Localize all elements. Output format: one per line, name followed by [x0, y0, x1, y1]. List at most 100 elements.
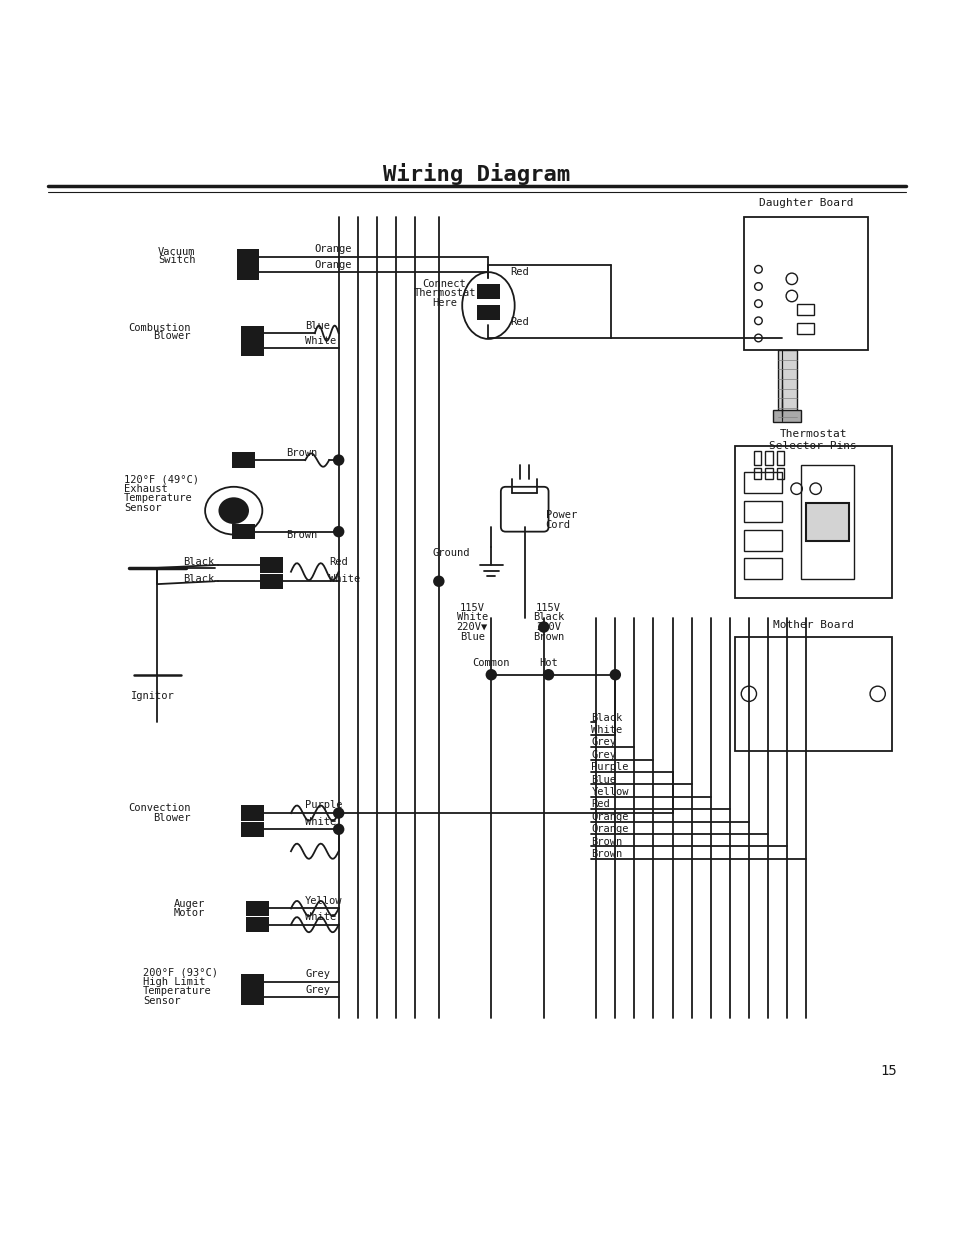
- Text: 220V▼: 220V▼: [456, 622, 487, 632]
- Text: Yellow: Yellow: [305, 895, 342, 905]
- Text: Orange: Orange: [591, 811, 628, 821]
- Text: White: White: [456, 613, 487, 622]
- Text: Here: Here: [432, 298, 456, 308]
- Bar: [232, 452, 254, 468]
- Text: Black: Black: [533, 613, 563, 622]
- Text: Convection: Convection: [128, 803, 191, 814]
- Bar: [260, 573, 283, 589]
- Text: Temperature: Temperature: [143, 987, 212, 997]
- Circle shape: [333, 526, 344, 537]
- Text: Yellow: Yellow: [591, 787, 628, 797]
- Text: White: White: [329, 574, 360, 584]
- Bar: [764, 468, 772, 479]
- Bar: [260, 557, 283, 573]
- Text: 15: 15: [879, 1063, 896, 1078]
- Circle shape: [485, 669, 497, 680]
- Ellipse shape: [218, 498, 249, 524]
- Text: Thermostat: Thermostat: [779, 430, 846, 440]
- Circle shape: [333, 808, 344, 819]
- Text: Blower: Blower: [153, 813, 191, 823]
- Bar: [764, 451, 772, 464]
- Bar: [232, 524, 254, 540]
- Text: Combustion: Combustion: [128, 324, 191, 333]
- Text: Exhaust: Exhaust: [124, 484, 168, 494]
- Circle shape: [333, 454, 344, 466]
- Bar: [241, 974, 264, 989]
- Text: Grey: Grey: [591, 750, 616, 760]
- Bar: [476, 305, 499, 320]
- Text: Blue: Blue: [459, 631, 484, 641]
- Text: Sensor: Sensor: [124, 503, 161, 513]
- Bar: [776, 451, 783, 464]
- Text: Red: Red: [510, 316, 529, 327]
- Circle shape: [333, 824, 344, 835]
- Text: Motor: Motor: [173, 908, 205, 919]
- Text: Blue: Blue: [305, 321, 330, 331]
- Text: Brown: Brown: [533, 631, 563, 641]
- Bar: [236, 264, 259, 280]
- Text: White: White: [305, 913, 336, 923]
- Circle shape: [537, 621, 549, 632]
- Text: 120°F (49°C): 120°F (49°C): [124, 474, 199, 484]
- Text: Black: Black: [591, 713, 622, 722]
- Text: Ground: Ground: [433, 547, 470, 558]
- Bar: [476, 284, 499, 299]
- Bar: [241, 989, 264, 1005]
- Text: Purple: Purple: [591, 762, 628, 772]
- Text: Black: Black: [183, 557, 214, 567]
- Text: Red: Red: [329, 557, 348, 567]
- Bar: [772, 410, 801, 422]
- Text: Daughter Board: Daughter Board: [758, 198, 853, 207]
- Text: Vacuum: Vacuum: [158, 247, 195, 257]
- Bar: [743, 473, 781, 494]
- Bar: [241, 341, 264, 356]
- Text: Red: Red: [591, 799, 610, 809]
- Text: Common: Common: [472, 658, 510, 668]
- Text: 200°F (93°C): 200°F (93°C): [143, 967, 218, 977]
- Text: Ignitor: Ignitor: [131, 690, 174, 700]
- Text: White: White: [305, 336, 336, 346]
- Text: Connect: Connect: [422, 279, 466, 289]
- Text: White: White: [305, 816, 336, 826]
- Text: Auger: Auger: [173, 899, 205, 909]
- Text: 220V: 220V: [536, 622, 560, 632]
- Text: Temperature: Temperature: [124, 493, 193, 503]
- Text: Selector Pins: Selector Pins: [769, 441, 856, 451]
- Text: Wiring Diagram: Wiring Diagram: [383, 163, 570, 185]
- Text: Cord: Cord: [545, 520, 570, 530]
- Circle shape: [542, 669, 554, 680]
- Bar: [805, 503, 848, 541]
- Text: 115V: 115V: [536, 603, 560, 613]
- Circle shape: [433, 576, 444, 587]
- Bar: [743, 217, 867, 351]
- Bar: [796, 304, 813, 315]
- Bar: [236, 249, 259, 264]
- Text: Red: Red: [510, 267, 529, 277]
- Bar: [241, 821, 264, 837]
- Bar: [753, 451, 760, 464]
- Text: Sensor: Sensor: [143, 995, 180, 1007]
- Text: Brown: Brown: [591, 850, 622, 860]
- Bar: [241, 326, 264, 341]
- Text: Black: Black: [183, 574, 214, 584]
- Text: Orange: Orange: [591, 824, 628, 835]
- Text: 115V: 115V: [459, 603, 484, 613]
- Text: Blue: Blue: [591, 774, 616, 784]
- Text: Purple: Purple: [305, 800, 342, 810]
- Text: Blower: Blower: [153, 331, 191, 341]
- Bar: [734, 636, 891, 751]
- Text: Grey: Grey: [305, 984, 330, 994]
- Bar: [753, 468, 760, 479]
- Bar: [801, 464, 853, 579]
- Bar: [246, 918, 269, 932]
- Text: Thermostat: Thermostat: [413, 288, 476, 298]
- Bar: [743, 558, 781, 579]
- Bar: [743, 530, 781, 551]
- Bar: [796, 322, 813, 335]
- Bar: [776, 468, 783, 479]
- Text: Brown: Brown: [591, 836, 622, 847]
- Text: Hot: Hot: [538, 658, 558, 668]
- Bar: [743, 501, 781, 522]
- Text: Orange: Orange: [314, 245, 352, 254]
- Bar: [734, 446, 891, 599]
